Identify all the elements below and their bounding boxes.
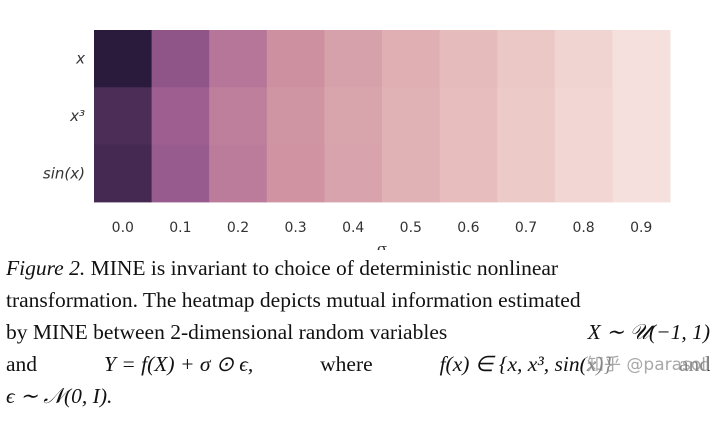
column-tick-label-7: 0.7 [515, 220, 537, 236]
row-label-sinx: sin(x) [43, 164, 85, 182]
column-tick-label-8: 0.8 [572, 220, 594, 236]
column-tick-label-1: 0.1 [169, 220, 191, 236]
caption-math-f: f(x) ∈ {x, x³, sin(x)} [439, 352, 613, 376]
heatmap-cell-x-2 [209, 30, 268, 88]
heatmap-cell-x3-5 [382, 87, 441, 146]
column-tick-label-9: 0.9 [630, 220, 652, 236]
heatmap-cell-sinx-7 [497, 144, 556, 203]
column-tick-label-0: 0.0 [112, 220, 134, 236]
x-axis-label: σ [377, 240, 387, 250]
heatmap-cell-x3-9 [612, 87, 671, 146]
heatmap-cell-sinx-6 [439, 144, 498, 203]
heatmap-cell-x-9 [612, 30, 671, 88]
heatmap-cell-x-1 [151, 30, 210, 88]
column-tick-label-5: 0.5 [400, 220, 422, 236]
figure-label: Figure 2. [6, 256, 86, 280]
heatmap-cell-x-0 [94, 30, 153, 88]
caption-where: where [320, 352, 373, 376]
caption-line-3: by MINE between 2-dimensional random var… [6, 316, 710, 348]
caption-line-2: transformation. The heatmap depicts mutu… [6, 288, 581, 312]
caption-line-1: Figure 2. MINE is invariant to choice of… [6, 252, 710, 284]
heatmap-cell-x3-4 [324, 87, 383, 146]
heatmap-cell-x3-1 [151, 87, 210, 146]
row-label-x: x [75, 50, 85, 68]
watermark: 知乎 @parasol [585, 350, 708, 375]
caption-line-5: ϵ ∼ 𝒩(0, I). [6, 380, 710, 412]
column-tick-label-6: 0.6 [457, 220, 479, 236]
caption-text-3: by MINE between 2-dimensional random var… [6, 320, 448, 344]
heatmap-cell-sinx-9 [612, 144, 671, 203]
heatmap-cell-sinx-1 [151, 144, 210, 203]
heatmap-cell-x3-6 [439, 87, 498, 146]
heatmap-figure: x x³ sin(x) 0.0 0.1 0.2 0.3 0.4 0.5 0.6 0.7 0.8 0.9 σ [43, 30, 671, 250]
heatmap-cell-x-7 [497, 30, 556, 88]
heatmap-cell-x3-8 [554, 87, 613, 146]
heatmap-cell-x3-3 [266, 87, 325, 146]
heatmap-cell-x-6 [439, 30, 498, 88]
heatmap-cell-x3-0 [94, 87, 153, 146]
column-tick-label-4: 0.4 [342, 220, 364, 236]
figure-caption: Figure 2. MINE is invariant to choice of… [6, 252, 710, 412]
heatmap-cell-x-3 [266, 30, 325, 88]
heatmap-cell-x3-7 [497, 87, 556, 146]
column-tick-label-3: 0.3 [284, 220, 306, 236]
heatmap-cell-sinx-2 [209, 144, 268, 203]
heatmap-cell-x-5 [382, 30, 441, 88]
caption-math-uniform: X ∼ 𝒰(−1, 1) [587, 320, 710, 344]
row-label-x3: x³ [69, 107, 85, 125]
heatmap-cell-sinx-5 [382, 144, 441, 203]
column-tick-label-2: 0.2 [227, 220, 249, 236]
heatmap-cell-sinx-4 [324, 144, 383, 203]
heatmap-chart: x x³ sin(x) 0.0 0.1 0.2 0.3 0.4 0.5 0.6 0.7 0.8 0.9 σ [43, 30, 671, 250]
caption-text-1: MINE is invariant to choice of determini… [90, 256, 559, 280]
caption-math-eps: ϵ ∼ 𝒩(0, I). [6, 384, 113, 408]
heatmap-cell-sinx-0 [94, 144, 153, 203]
heatmap-cell-x-8 [554, 30, 613, 88]
heatmap-cell-x3-2 [209, 87, 268, 146]
heatmap-cell-sinx-8 [554, 144, 613, 203]
caption-and: and [6, 352, 38, 376]
heatmap-cell-sinx-3 [266, 144, 325, 203]
heatmap-cell-x-4 [324, 30, 383, 88]
caption-math-y: Y = f(X) + σ ⊙ ϵ, [103, 352, 254, 376]
